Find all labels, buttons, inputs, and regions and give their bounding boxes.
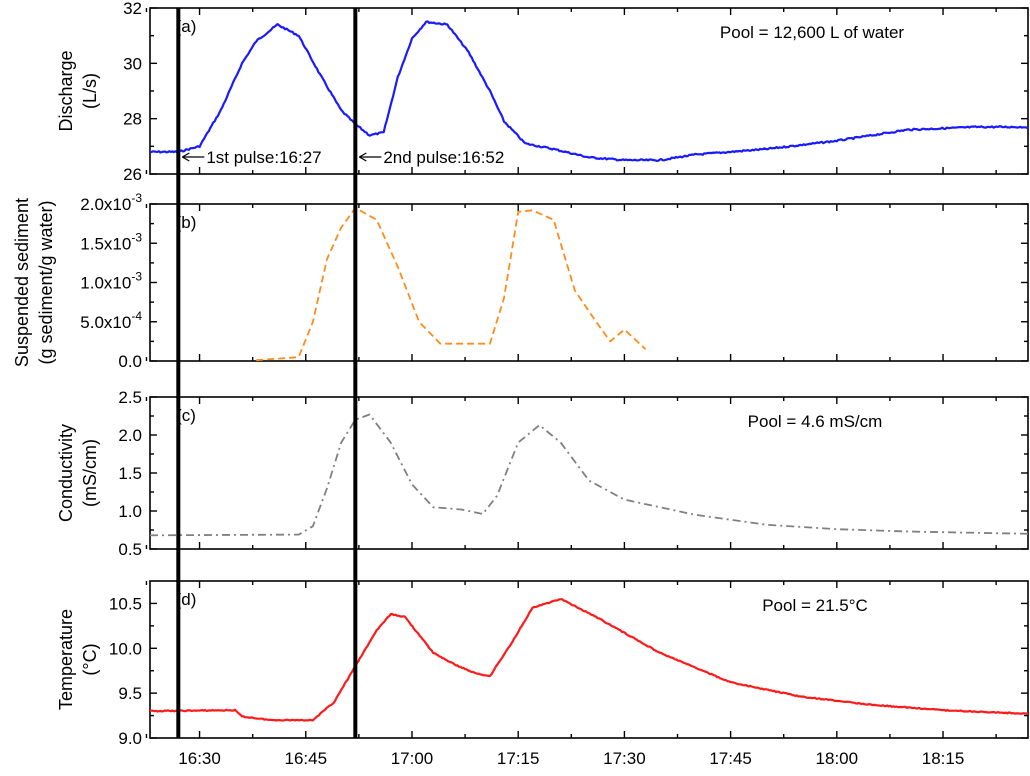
plot-frame [149,203,1029,362]
y-tick-label: 1.5 [118,464,142,483]
y-tick-label: 2.0 [118,426,142,445]
panel-annotation: Pool = 21.5°C [762,596,868,615]
pulse-label: 1st pulse:16:27 [206,148,321,167]
y-tick-label: 9.0 [118,729,142,748]
y-tick-label: 1.5x10-3 [80,230,142,253]
x-tick-label: 18:15 [922,749,965,768]
y-axis-label: Suspended sediment (g sediment/g water) [12,198,56,367]
panel-4: 9.0 9.5 10.0 10.5 Temperature (°C) (d) Pool = 2… [56,580,1029,748]
pulse-arrowhead [182,152,190,162]
y-tick-label: 2.0x10-3 [80,191,142,214]
y-axis-label: Temperature (°C) [56,609,100,710]
y-tick-label: 2.5 [118,388,142,407]
plot-frame [149,396,1029,550]
y-tick-label: 1.0 [118,502,142,521]
y-tick-label: 5.0x10-4 [80,309,142,332]
panel-label: (b) [176,213,197,232]
x-tick-label: 17:45 [709,749,752,768]
panel-3: 0.5 1.0 1.5 2.0 2.5 Conductivity (mS/cm) (c) Poo… [56,388,1029,559]
pulse-label: 2nd pulse:16:52 [383,148,504,167]
x-tick-label: 17:30 [603,749,646,768]
y-tick-label: 30 [123,54,142,73]
y-tick-label: 1.0x10-3 [80,270,142,293]
series-line [256,207,647,362]
y-axis-label: Conductivity (mS/cm) [56,424,100,522]
panels: 26 28 30 32 Discharge (L/s) (a) Pool = 12,600 L… [12,0,1029,748]
y-tick-label: 26 [123,165,142,184]
x-axis: 16:30 16:45 17:00 17:15 17:30 17:45 18:00 18:15 [178,749,964,768]
y-tick-label: 9.5 [118,684,142,703]
panel-label: (c) [176,406,196,425]
y-axis-label: Discharge (L/s) [56,50,100,131]
y-tick-label: 0.0 [118,352,142,371]
series-line [149,20,1029,162]
x-tick-label: 17:15 [497,749,540,768]
x-tick-label: 16:45 [285,749,328,768]
x-tick-label: 16:30 [178,749,221,768]
panel-label: (a) [176,17,197,36]
y-tick-label: 10.0 [109,639,142,658]
pulse-arrowhead [359,152,367,162]
y-tick-label: 10.5 [109,594,142,613]
panel-2: 0.0 5.0x10-4 1.0x10-3 1.5x10-3 2.0x10-3 Suspe… [12,191,1029,371]
panel-annotation: Pool = 4.6 mS/cm [748,412,883,431]
y-tick-label: 32 [123,0,142,18]
series-line [149,413,1029,537]
y-tick-label: 28 [123,110,142,129]
panel-label: (d) [176,590,197,609]
panel-annotation: Pool = 12,600 L of water [720,23,904,42]
x-tick-label: 17:00 [391,749,434,768]
y-tick-label: 0.5 [118,540,142,559]
series-line [149,598,1029,722]
pulse-lines [176,8,358,738]
panel-1: 26 28 30 32 Discharge (L/s) (a) Pool = 12,600 L… [56,0,1029,184]
x-tick-label: 18:00 [816,749,859,768]
plot-frame [149,580,1029,739]
